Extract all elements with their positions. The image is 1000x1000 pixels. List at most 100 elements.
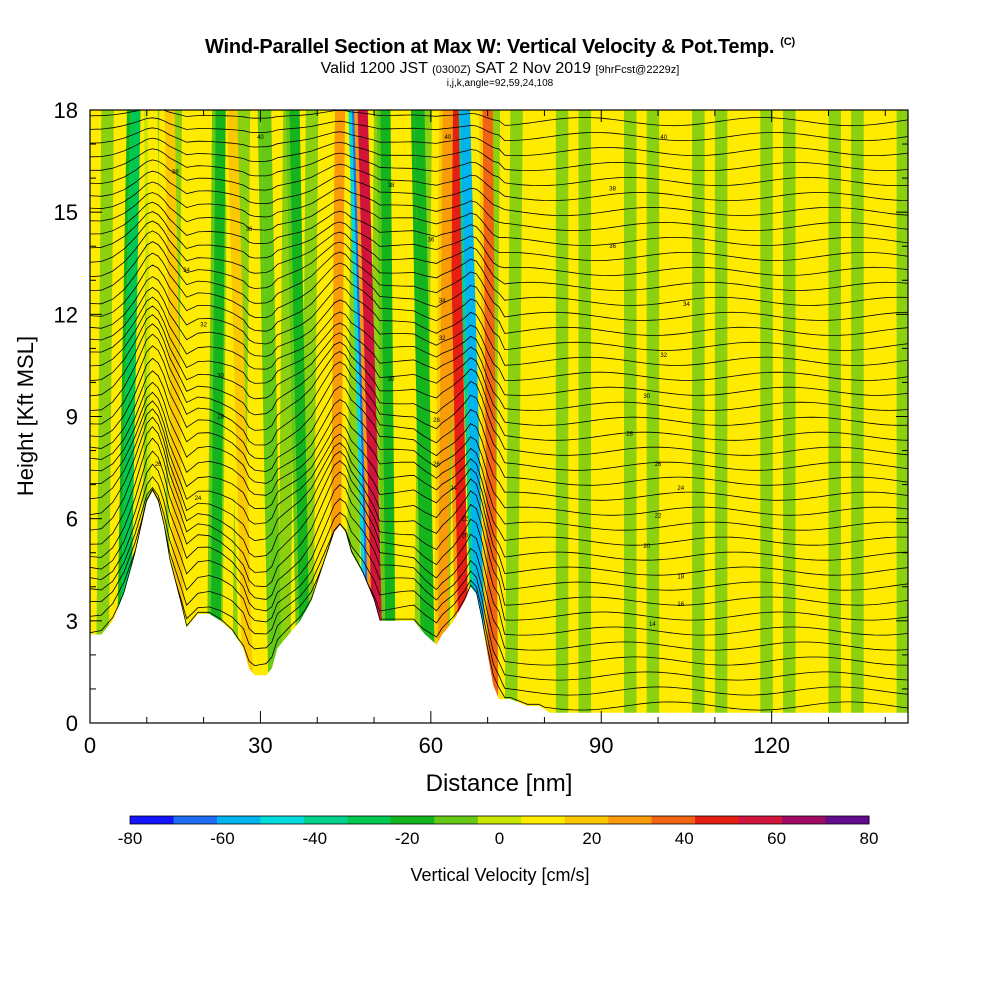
field-cell: [828, 110, 841, 723]
velocity-band: [437, 110, 453, 723]
field-cell: [692, 110, 705, 723]
isentrope-line: [90, 286, 908, 381]
isentrope-label: 26: [155, 462, 162, 468]
colorbar-swatch: [216, 816, 261, 824]
isentrope-label: 24: [195, 496, 202, 502]
isentrope-line: [90, 488, 908, 696]
isentrope-label: 32: [439, 336, 446, 342]
isentrope-label: 30: [643, 394, 650, 400]
isentrope-label: 26: [433, 462, 440, 468]
colorbar-swatch: [347, 816, 392, 824]
isentrope-label: 38: [609, 186, 616, 192]
isentrope-label: 28: [626, 432, 633, 438]
isentrope-line: [90, 117, 908, 141]
isentrope-label: 14: [649, 622, 656, 628]
isentrope-line: [90, 230, 908, 306]
isentrope-line: [90, 305, 908, 411]
isentrope-line: [90, 345, 908, 471]
isentrope-line: [90, 192, 908, 246]
y-tick-label: 3: [66, 609, 78, 634]
velocity-band: [448, 110, 471, 723]
isentrope-label: 36: [609, 244, 616, 250]
field-cell: [555, 110, 569, 723]
colorbar-swatch: [260, 816, 305, 824]
isentrope-line: [90, 486, 908, 666]
field-cell: [783, 110, 796, 723]
field-cell: [760, 110, 773, 723]
isentrope-label: 40: [445, 135, 452, 141]
colorbar-swatch: [477, 816, 522, 824]
colorbar-tick-label: 40: [675, 829, 694, 848]
colorbar-tick-label: -40: [302, 829, 327, 848]
velocity-band-edge: [410, 110, 426, 723]
velocity-band-edge: [376, 110, 386, 723]
y-tick-label: 9: [66, 405, 78, 430]
isentrope-line: [90, 450, 908, 621]
isentrope-line: [90, 127, 908, 156]
isentrope-line: [90, 314, 908, 426]
isentrope-line: [90, 181, 908, 232]
isentrope-label: 40: [660, 135, 667, 141]
isentrope-label: 24: [450, 486, 457, 492]
isentrope-lines: [90, 110, 908, 711]
velocity-band-edge: [206, 110, 216, 723]
subtitle-date: SAT 2 Nov 2019: [470, 60, 596, 77]
velocity-band-edge: [348, 110, 369, 723]
isentrope-label: 38: [172, 169, 179, 175]
colorbar-label: Vertical Velocity [cm/s]: [410, 865, 589, 885]
x-axis-label: Distance [nm]: [426, 770, 573, 797]
velocity-band-edge: [433, 110, 443, 723]
isentrope-line: [90, 323, 908, 441]
isentrope-label: 30: [217, 374, 224, 380]
isentrope-label: 22: [462, 517, 469, 523]
velocity-band: [209, 110, 226, 723]
y-tick-label: 12: [54, 302, 78, 327]
chart-title: Wind-Parallel Section at Max W: Vertical…: [0, 36, 1000, 59]
colorbar-swatch: [782, 816, 827, 824]
isentrope-line: [90, 170, 908, 217]
velocity-band: [414, 110, 436, 723]
isentrope-line: [90, 264, 908, 351]
isentrope-label: 20: [462, 534, 469, 540]
isentrope-label: 32: [660, 353, 667, 359]
subtitle-forecast: [9hrFcst@2229z]: [595, 64, 680, 76]
field-cell: [578, 110, 592, 723]
isentrope-line: [90, 476, 908, 651]
isentrope-line: [90, 357, 908, 486]
isentrope-label: 38: [388, 183, 395, 189]
colorbar-swatch: [738, 816, 783, 824]
isentrope-label: 34: [183, 268, 190, 274]
isentrope-line: [90, 211, 908, 276]
isentrope-label: 32: [200, 323, 207, 329]
velocity-band: [260, 110, 283, 723]
colorbar-swatch: [651, 816, 696, 824]
isentrope-labels: 40 40 40 38 38 38 36 36 36 34 34 34 32 32 32 30 30 30 28 28…: [155, 135, 691, 628]
colorbar-swatch: [434, 816, 479, 824]
field-cell: [504, 110, 523, 723]
isentrope-line: [90, 241, 908, 321]
colorbar-swatch: [390, 816, 435, 824]
isentrope-label: 20: [643, 544, 650, 550]
field-cell: [623, 110, 637, 723]
colorbar-swatch: [130, 816, 174, 824]
field-cell: [805, 110, 819, 723]
velocity-band-edge: [285, 110, 301, 723]
velocity-band-edge: [354, 110, 375, 723]
colorbar-tick-label: 80: [860, 829, 879, 848]
isentrope-label: 36: [427, 237, 434, 243]
isentrope-label: 34: [683, 302, 690, 308]
y-tick-label: 0: [66, 711, 78, 736]
field-cell: [669, 110, 682, 723]
isentrope-label: 16: [677, 602, 684, 608]
chart-subtitle-indices: i,j,k,angle=92,59,24,108: [446, 78, 554, 89]
chart-subtitle: Valid 1200 JST (0300Z) SAT 2 Nov 2019 [9…: [0, 60, 1000, 78]
x-tick-label: 120: [753, 733, 790, 758]
field-cell: [714, 110, 728, 723]
isentrope-label: 26: [655, 462, 662, 468]
isentrope-line: [90, 370, 908, 501]
colorbar-tick-label: 20: [582, 829, 601, 848]
colorbar-tick-label: 0: [495, 829, 504, 848]
field-cell: [646, 110, 660, 723]
isentrope-line: [90, 276, 908, 366]
